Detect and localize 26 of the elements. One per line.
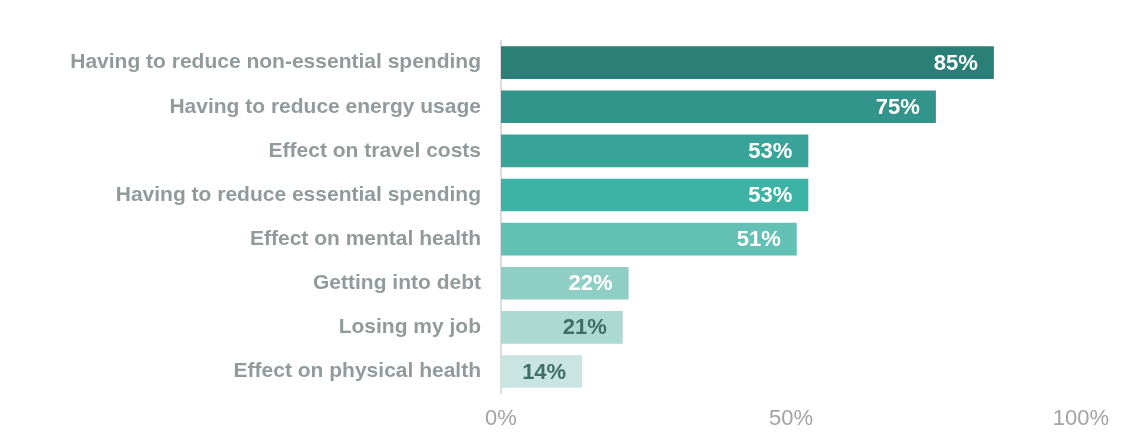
bar [501, 90, 936, 124]
bar [501, 222, 797, 256]
y-tick-label: Effect on travel costs [268, 137, 481, 161]
y-tick-label: Effect on mental health [249, 225, 481, 249]
bar [501, 178, 809, 212]
data-label: 53% [748, 137, 793, 163]
x-tick-label: 100% [1052, 404, 1110, 430]
y-tick-label: Effect on physical health [233, 358, 481, 382]
data-label: 53% [748, 182, 793, 208]
data-label: 21% [562, 314, 607, 340]
y-tick-label: Having to reduce essential spending [115, 181, 481, 205]
x-tick-label: 0% [485, 404, 517, 430]
y-tick-label: Losing my job [338, 314, 481, 338]
y-tick-label: Having to reduce non-essential spending [70, 49, 481, 73]
bar [501, 311, 623, 344]
data-label: 14% [522, 358, 567, 384]
data-label: 75% [875, 93, 920, 119]
bar [501, 46, 994, 79]
y-tick-label: Getting into debt [313, 270, 481, 294]
data-label: 22% [568, 270, 613, 296]
bar [501, 266, 629, 300]
data-label: 51% [736, 226, 781, 252]
x-tick-label: 50% [768, 404, 813, 430]
bar [501, 134, 809, 168]
data-label: 85% [933, 49, 978, 75]
y-tick-label: Having to reduce energy usage [169, 93, 481, 117]
